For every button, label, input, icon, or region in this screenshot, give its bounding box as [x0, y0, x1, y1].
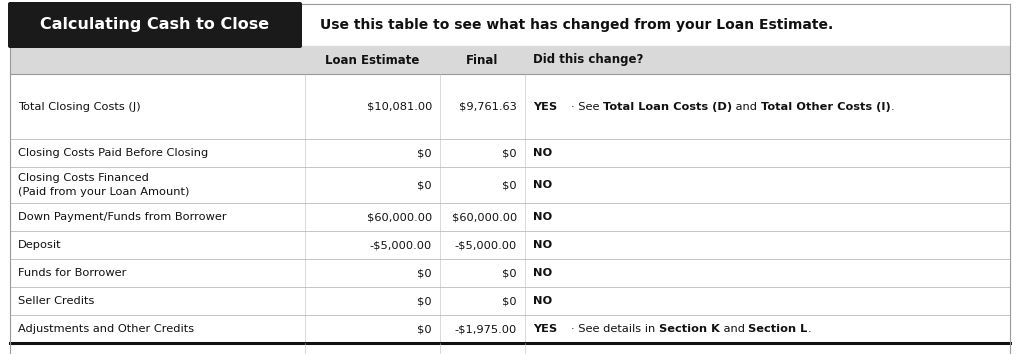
- Text: $0: $0: [503, 268, 517, 278]
- Text: YES: YES: [534, 324, 557, 334]
- Text: NO: NO: [534, 148, 552, 158]
- Text: $9,761.63: $9,761.63: [459, 102, 517, 112]
- Text: and: and: [732, 102, 761, 112]
- Text: -$5,000.00: -$5,000.00: [455, 240, 517, 250]
- Text: Did this change?: Did this change?: [534, 53, 643, 67]
- Text: $10,081.00: $10,081.00: [367, 102, 432, 112]
- Text: .: .: [891, 102, 894, 112]
- Text: NO: NO: [534, 212, 552, 222]
- Text: Final: Final: [466, 53, 499, 67]
- Text: -$1,975.00: -$1,975.00: [455, 324, 517, 334]
- Bar: [10, 46, 1010, 74]
- Text: Adjustments and Other Credits: Adjustments and Other Credits: [18, 324, 195, 334]
- Text: Seller Credits: Seller Credits: [18, 296, 94, 306]
- Text: · See: · See: [571, 102, 603, 112]
- Text: .: .: [808, 324, 811, 334]
- Text: $0: $0: [418, 296, 432, 306]
- Text: Closing Costs Financed
(Paid from your Loan Amount): Closing Costs Financed (Paid from your L…: [18, 173, 189, 196]
- Text: Calculating Cash to Close: Calculating Cash to Close: [40, 17, 269, 33]
- Text: Deposit: Deposit: [18, 240, 61, 250]
- Text: Total Closing Costs (J): Total Closing Costs (J): [18, 102, 140, 112]
- Text: Total Other Costs (I): Total Other Costs (I): [761, 102, 891, 112]
- Text: Total Loan Costs (D): Total Loan Costs (D): [603, 102, 732, 112]
- Text: · See details in: · See details in: [571, 324, 658, 334]
- Text: Down Payment/Funds from Borrower: Down Payment/Funds from Borrower: [18, 212, 226, 222]
- Text: Section L: Section L: [749, 324, 808, 334]
- Text: Section K: Section K: [658, 324, 720, 334]
- Text: Use this table to see what has changed from your Loan Estimate.: Use this table to see what has changed f…: [319, 18, 834, 32]
- Text: Funds for Borrower: Funds for Borrower: [18, 268, 126, 278]
- Text: $0: $0: [418, 268, 432, 278]
- Text: -$5,000.00: -$5,000.00: [370, 240, 432, 250]
- Text: NO: NO: [534, 268, 552, 278]
- Text: NO: NO: [534, 180, 552, 190]
- Text: $0: $0: [418, 324, 432, 334]
- Text: Loan Estimate: Loan Estimate: [326, 53, 420, 67]
- Text: YES: YES: [534, 102, 557, 112]
- FancyBboxPatch shape: [8, 2, 302, 48]
- Text: $0: $0: [418, 180, 432, 190]
- Text: $0: $0: [503, 296, 517, 306]
- Text: NO: NO: [534, 296, 552, 306]
- Text: Closing Costs Paid Before Closing: Closing Costs Paid Before Closing: [18, 148, 208, 158]
- Text: $60,000.00: $60,000.00: [367, 212, 432, 222]
- Text: NO: NO: [534, 240, 552, 250]
- Text: $60,000.00: $60,000.00: [452, 212, 517, 222]
- Text: $0: $0: [503, 180, 517, 190]
- Text: $0: $0: [418, 148, 432, 158]
- Text: and: and: [720, 324, 749, 334]
- Text: $0: $0: [503, 148, 517, 158]
